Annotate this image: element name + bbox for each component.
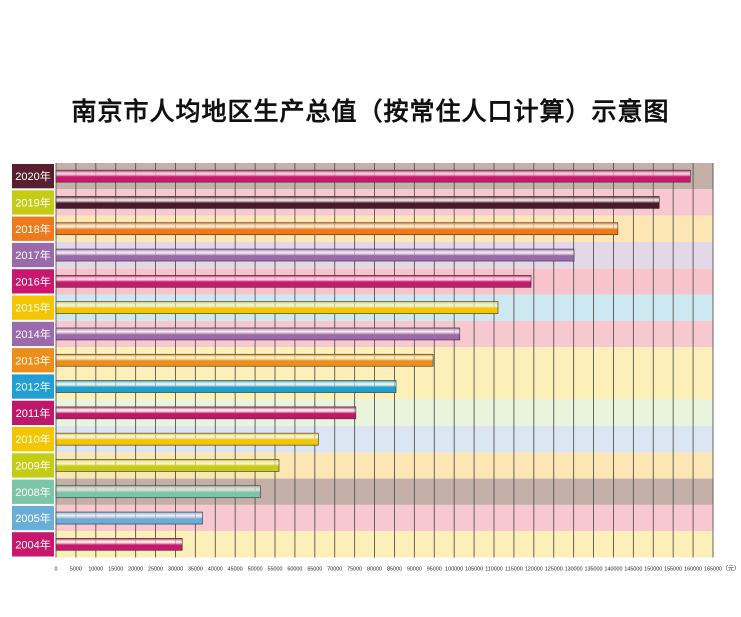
bar (55, 485, 261, 499)
bar (55, 353, 434, 367)
bar (55, 538, 183, 551)
x-tick-label: 80000 (367, 567, 382, 573)
y-axis-labels: 2020年 2019年 2018年 2017年 2016年 2015年 2014年 2013年… (12, 164, 54, 557)
year-label-box (12, 453, 54, 478)
bar (55, 169, 691, 183)
year-label: 2005年 (15, 511, 50, 525)
year-label-box (12, 216, 54, 241)
x-tick-label: 125000 (545, 567, 563, 573)
bar (55, 511, 203, 525)
x-tick-label: 15000 (108, 567, 123, 573)
x-tick-label: 150000 (644, 567, 662, 573)
year-label-box (12, 400, 54, 425)
bar (55, 301, 499, 314)
chart-title: 南京市人均地区生产总值（按常住人口计算）示意图 (71, 97, 670, 126)
x-tick-label: 135000 (585, 567, 603, 573)
year-label: 2009年 (15, 458, 50, 472)
year-label-box (12, 190, 54, 215)
year-label: 2011年 (16, 406, 51, 420)
year-label: 2016年 (15, 274, 50, 288)
year-label-box (12, 374, 54, 399)
x-tick-label: 165000 (704, 567, 722, 573)
x-tick-label: 100000 (445, 567, 463, 573)
x-tick-label: 140000 (604, 567, 622, 573)
x-tick-label: 70000 (327, 567, 342, 573)
year-label: 2019年 (15, 195, 50, 209)
x-tick-label: 155000 (664, 567, 682, 573)
year-label-box (12, 242, 54, 268)
bar (55, 406, 357, 420)
year-label: 2020年 (15, 169, 50, 183)
bars (55, 169, 691, 551)
x-tick-label: 20000 (128, 567, 143, 573)
year-label: 2010年 (15, 432, 50, 446)
x-tick-label: 60000 (287, 567, 302, 573)
year-label-box (12, 269, 54, 294)
x-tick-label: 115000 (505, 567, 523, 573)
year-label: 2018年 (15, 222, 50, 236)
x-tick-label: 160000 (684, 567, 702, 573)
x-tick-label: 50000 (248, 567, 263, 573)
x-tick-label: 0 (55, 567, 58, 573)
year-label: 2004年 (15, 537, 50, 551)
bar (55, 196, 660, 209)
x-tick-label: 95000 (427, 567, 442, 573)
bar (55, 380, 397, 393)
x-tick-label: 5000 (70, 567, 82, 573)
x-axis-tick-labels: 0 5000 10000 15000 20000 25000 30000 35000 40000… (55, 566, 741, 573)
x-tick-label: 45000 (228, 567, 243, 573)
bar (55, 327, 461, 341)
x-tick-label: 75000 (347, 567, 362, 573)
year-label-box (12, 479, 54, 504)
bar (55, 459, 280, 472)
x-tick-label: 10000 (88, 567, 103, 573)
year-label-box (12, 164, 54, 189)
x-tick-label: 105000 (465, 567, 483, 573)
year-label-box (12, 295, 54, 320)
x-axis-unit: （元） (722, 566, 740, 573)
year-label-box (12, 427, 54, 452)
year-label: 2008年 (15, 485, 50, 499)
year-label-box (12, 321, 54, 347)
x-tick-label: 85000 (387, 567, 402, 573)
x-tick-label: 40000 (208, 567, 223, 573)
x-tick-label: 30000 (168, 567, 183, 573)
x-tick-label: 110000 (485, 567, 503, 573)
bar (55, 432, 319, 446)
year-label-box (12, 348, 54, 373)
x-tick-label: 130000 (565, 567, 583, 573)
x-tick-label: 25000 (148, 567, 163, 573)
x-tick-label: 90000 (407, 567, 422, 573)
x-tick-label: 65000 (307, 567, 322, 573)
bar (55, 222, 619, 236)
year-label: 2013年 (15, 353, 50, 367)
year-label: 2017年 (15, 248, 50, 262)
year-label: 2015年 (15, 301, 50, 315)
year-label: 2012年 (15, 380, 50, 394)
x-tick-label: 55000 (268, 567, 283, 573)
x-tick-label: 120000 (525, 567, 543, 573)
year-label: 2014年 (15, 327, 50, 341)
x-tick-label: 145000 (624, 567, 642, 573)
year-label-box (12, 505, 54, 531)
bar (55, 248, 575, 262)
x-tick-label: 35000 (188, 567, 203, 573)
bar (55, 275, 532, 288)
year-label-box (12, 532, 54, 557)
